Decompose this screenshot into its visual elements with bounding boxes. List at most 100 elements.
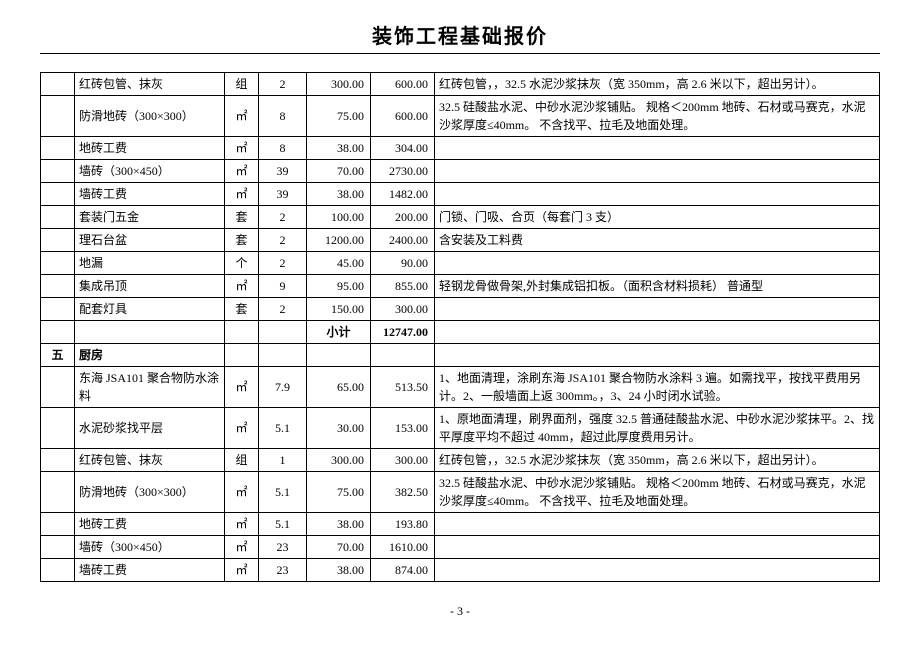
- cell-note: 1、原地面清理，刷界面剂，强度 32.5 普通硅酸盐水泥、中砂水泥沙浆抹平。2、…: [435, 408, 880, 449]
- cell-unit: 组: [225, 73, 259, 96]
- cell-name: 红砖包管、抹灰: [75, 449, 225, 472]
- cell-idx: [41, 160, 75, 183]
- cell-unit: ㎡: [225, 408, 259, 449]
- cell-price: 38.00: [307, 183, 371, 206]
- cell-qty: 2: [259, 252, 307, 275]
- cell-unit: ㎡: [225, 160, 259, 183]
- section-index: 五: [41, 344, 75, 367]
- cell-name: [75, 321, 225, 344]
- table-row: 红砖包管、抹灰组2300.00600.00红砖包管，，32.5 水泥沙浆抹灰（宽…: [41, 73, 880, 96]
- cell-idx: [41, 408, 75, 449]
- cell-qty: 2: [259, 73, 307, 96]
- table-row: 理石台盆套21200.002400.00含安装及工料费: [41, 229, 880, 252]
- cell-name: 防滑地砖（300×300）: [75, 472, 225, 513]
- cell-qty: 5.1: [259, 408, 307, 449]
- table-row: 墙砖（300×450）㎡2370.001610.00: [41, 536, 880, 559]
- table-row: 东海 JSA101 聚合物防水涂料㎡7.965.00513.501、地面清理，涂…: [41, 367, 880, 408]
- cell-total: 1610.00: [371, 536, 435, 559]
- cell-unit: ㎡: [225, 559, 259, 582]
- cell-unit: [225, 344, 259, 367]
- subtotal-value: 12747.00: [371, 321, 435, 344]
- cell-name: 防滑地砖（300×300）: [75, 96, 225, 137]
- cell-price: 100.00: [307, 206, 371, 229]
- cell-unit: ㎡: [225, 96, 259, 137]
- cell-unit: 个: [225, 252, 259, 275]
- cell-name: 地砖工费: [75, 137, 225, 160]
- cell-note: 1、地面清理，涂刷东海 JSA101 聚合物防水涂料 3 遍。如需找平，按找平费…: [435, 367, 880, 408]
- page-number: - 3 -: [40, 604, 880, 619]
- cell-qty: 23: [259, 559, 307, 582]
- cell-price: 75.00: [307, 472, 371, 513]
- cell-qty: 2: [259, 206, 307, 229]
- table-row: 防滑地砖（300×300）㎡5.175.00382.5032.5 硅酸盐水泥、中…: [41, 472, 880, 513]
- cell-note: [435, 321, 880, 344]
- cell-unit: ㎡: [225, 367, 259, 408]
- cell-idx: [41, 449, 75, 472]
- cell-idx: [41, 73, 75, 96]
- cell-idx: [41, 472, 75, 513]
- cell-idx: [41, 321, 75, 344]
- cell-price: 38.00: [307, 513, 371, 536]
- cell-name: 水泥砂浆找平层: [75, 408, 225, 449]
- table-row: 墙砖（300×450）㎡3970.002730.00: [41, 160, 880, 183]
- table-row: 地砖工费㎡5.138.00193.80: [41, 513, 880, 536]
- cell-total: 874.00: [371, 559, 435, 582]
- cell-idx: [41, 183, 75, 206]
- cell-total: 193.80: [371, 513, 435, 536]
- cell-note: [435, 344, 880, 367]
- cell-qty: [259, 344, 307, 367]
- cell-note: 门锁、门吸、合页（每套门 3 支）: [435, 206, 880, 229]
- cell-note: 32.5 硅酸盐水泥、中砂水泥沙浆铺贴。 规格＜200mm 地砖、石材或马赛克，…: [435, 472, 880, 513]
- table-row: 墙砖工费㎡2338.00874.00: [41, 559, 880, 582]
- table-row: 套装门五金套2100.00200.00门锁、门吸、合页（每套门 3 支）: [41, 206, 880, 229]
- cell-total: 513.50: [371, 367, 435, 408]
- cell-unit: [225, 321, 259, 344]
- cell-total: 1482.00: [371, 183, 435, 206]
- cell-price: 70.00: [307, 160, 371, 183]
- page-title: 装饰工程基础报价: [40, 20, 880, 49]
- cell-name: 套装门五金: [75, 206, 225, 229]
- cell-total: 382.50: [371, 472, 435, 513]
- cell-unit: ㎡: [225, 137, 259, 160]
- cell-name: 墙砖（300×450）: [75, 160, 225, 183]
- cell-idx: [41, 513, 75, 536]
- cell-unit: ㎡: [225, 536, 259, 559]
- cell-qty: 8: [259, 137, 307, 160]
- cell-unit: 组: [225, 449, 259, 472]
- cell-total: 153.00: [371, 408, 435, 449]
- cell-idx: [41, 229, 75, 252]
- cell-price: 75.00: [307, 96, 371, 137]
- cell-price: 300.00: [307, 449, 371, 472]
- cell-unit: ㎡: [225, 275, 259, 298]
- cell-price: 95.00: [307, 275, 371, 298]
- cell-note: [435, 513, 880, 536]
- cell-total: 200.00: [371, 206, 435, 229]
- cell-idx: [41, 559, 75, 582]
- cell-unit: 套: [225, 298, 259, 321]
- cell-price: [307, 344, 371, 367]
- cell-price: 30.00: [307, 408, 371, 449]
- cell-total: 90.00: [371, 252, 435, 275]
- cell-qty: [259, 321, 307, 344]
- cell-price: 45.00: [307, 252, 371, 275]
- cell-qty: 2: [259, 229, 307, 252]
- cell-unit: ㎡: [225, 183, 259, 206]
- cell-idx: [41, 298, 75, 321]
- subtotal-label: 小计: [307, 321, 371, 344]
- cell-total: 2730.00: [371, 160, 435, 183]
- cell-total: 300.00: [371, 298, 435, 321]
- cell-note: [435, 183, 880, 206]
- table-row: 五厨房: [41, 344, 880, 367]
- cell-qty: 2: [259, 298, 307, 321]
- cell-idx: [41, 252, 75, 275]
- cell-name: 地漏: [75, 252, 225, 275]
- table-row: 红砖包管、抹灰组1300.00300.00红砖包管，，32.5 水泥沙浆抹灰（宽…: [41, 449, 880, 472]
- section-name: 厨房: [75, 344, 225, 367]
- cell-price: 300.00: [307, 73, 371, 96]
- cell-qty: 23: [259, 536, 307, 559]
- cell-note: 含安装及工料费: [435, 229, 880, 252]
- cell-total: 300.00: [371, 449, 435, 472]
- table-row: 地砖工费㎡838.00304.00: [41, 137, 880, 160]
- cell-price: 150.00: [307, 298, 371, 321]
- cell-qty: 9: [259, 275, 307, 298]
